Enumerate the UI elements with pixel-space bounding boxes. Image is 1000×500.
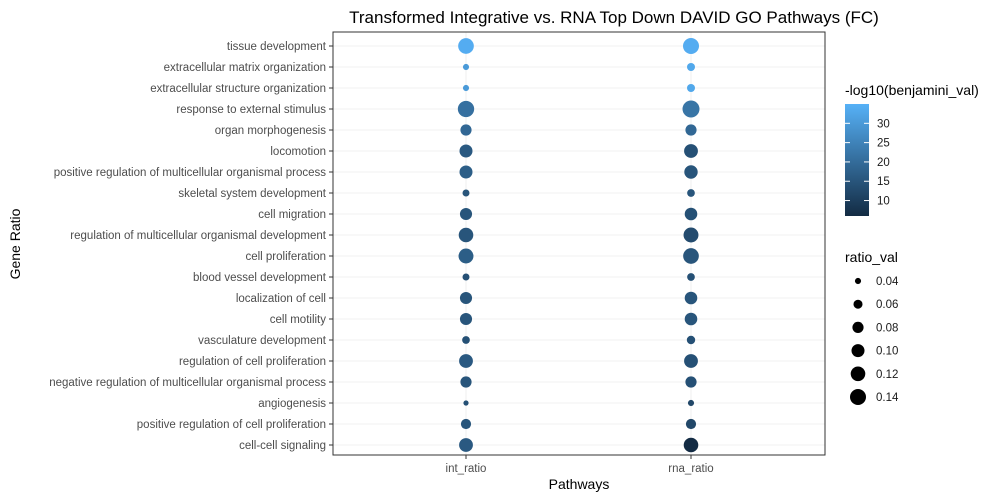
y-tick-label: response to external stimulus [176,104,326,116]
x-tick-label: int_ratio [446,463,487,475]
color-legend-title: -log10(benjamini_val) [845,82,979,98]
plot-panel-border [332,31,826,456]
data-point [687,189,695,197]
data-point [462,84,470,92]
x-tick-label: rna_ratio [668,463,713,475]
y-tick-label: tissue development [227,41,327,53]
y-tick-label: cell migration [258,209,326,221]
y-tick-label: cell-cell signaling [239,440,326,452]
y-tick-label: positive regulation of cell proliferatio… [137,419,326,431]
data-point [683,248,699,264]
y-tick-label: skeletal system development [178,188,326,200]
y-tick-label: organ morphogenesis [215,125,326,137]
data-point [684,144,698,158]
data-point [458,38,474,54]
color-legend-ticks: 10 15 20 25 30 [845,118,890,208]
data-point [462,336,470,344]
y-tick-label: regulation of cell proliferation [179,356,326,368]
data-point [462,189,470,197]
data-point [687,84,695,92]
size-legend-label: 0.06 [876,299,898,311]
data-point [463,400,469,406]
data-point [683,38,699,54]
y-tick-label: regulation of multicellular organismal d… [70,230,326,242]
color-legend-bar [845,104,869,216]
data-point [685,376,697,388]
data-point [462,63,470,71]
data-point [458,227,474,243]
gridlines [333,32,825,455]
color-legend-tick-label: 25 [877,138,890,150]
y-axis-tick-labels: tissue development extracellular matrix o… [49,41,333,452]
data-point [462,273,470,281]
y-tick-label: localization of cell [236,293,326,305]
y-tick-label: negative regulation of multicellular org… [49,377,326,389]
size-legend-key [854,277,862,285]
size-legend-label: 0.04 [876,276,899,288]
data-point [683,437,699,453]
y-tick-label: cell proliferation [245,251,326,263]
data-point [687,63,695,71]
size-legend-label: 0.12 [876,369,898,381]
color-legend: -log10(benjamini_val) 10 15 20 25 30 [845,82,979,216]
y-tick-label: extracellular structure organization [150,83,326,95]
size-legend: ratio_val 0.04 0.06 0.08 0.10 0.12 0.14 [845,249,899,405]
y-tick-label: locomotion [270,146,326,158]
data-point [684,291,698,305]
data-point [459,165,473,179]
data-point [685,124,697,136]
data-point [457,100,475,118]
size-legend-key [851,344,865,358]
x-axis-tick-labels: int_ratio rna_ratio [446,455,714,475]
data-point [687,399,695,407]
data-point [459,144,473,158]
y-tick-label: cell motility [270,314,326,326]
data-point [687,273,695,281]
size-legend-key [850,389,866,405]
y-tick-label: vasculature development [198,335,327,347]
data-point [682,100,700,118]
y-tick-label: positive regulation of multicellular org… [54,167,327,179]
data-point [459,291,473,305]
data-point [459,354,473,368]
data-point [459,207,473,221]
data-points [457,38,700,453]
size-legend-label: 0.14 [876,392,899,404]
data-point [460,418,472,430]
data-point [686,335,696,345]
size-legend-label: 0.08 [876,322,898,334]
y-tick-label: extracellular matrix organization [164,62,326,74]
y-axis-title: Gene Ratio [7,208,23,279]
data-point [684,354,698,368]
size-legend-title: ratio_val [845,249,898,265]
data-point [460,376,472,388]
color-legend-tick-label: 20 [877,157,890,169]
data-point [685,418,697,430]
data-point [458,248,474,264]
data-point [460,124,472,136]
size-legend-items: 0.04 0.06 0.08 0.10 0.12 0.14 [850,276,899,405]
size-legend-key [850,366,866,382]
y-tick-label: blood vessel development [193,272,327,284]
data-point [459,312,473,326]
color-legend-tick-label: 10 [877,196,890,208]
chart-title: Transformed Integrative vs. RNA Top Down… [349,8,879,27]
data-point [683,227,699,243]
data-point [684,312,698,326]
y-tick-label: angiogenesis [258,398,326,410]
x-axis-title: Pathways [549,476,610,492]
data-point [459,438,473,452]
data-point [684,207,698,221]
size-legend-label: 0.10 [876,346,898,358]
color-legend-tick-label: 15 [877,176,890,188]
size-legend-key [852,321,864,333]
color-legend-tick-label: 30 [877,118,890,130]
data-point [684,165,698,179]
size-legend-key [853,299,863,309]
